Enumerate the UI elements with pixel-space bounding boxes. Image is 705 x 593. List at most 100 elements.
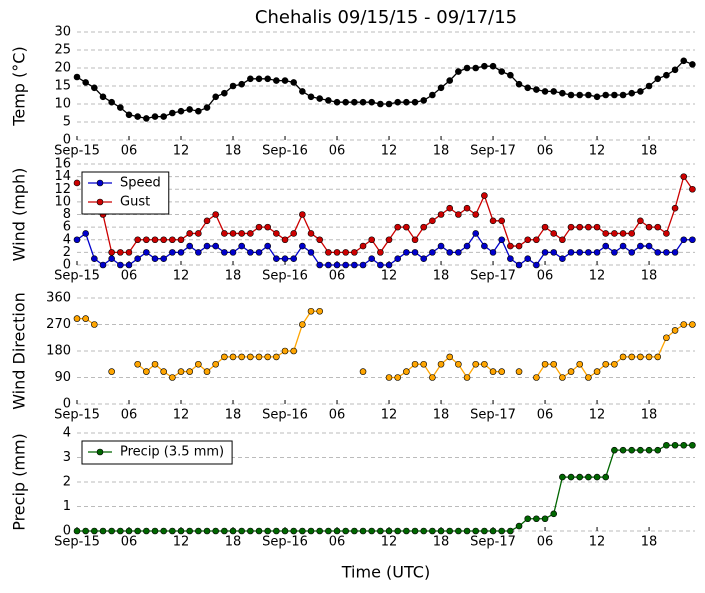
data-point — [541, 88, 549, 95]
data-point — [394, 98, 402, 106]
data-point — [108, 98, 115, 106]
data-point — [221, 527, 228, 535]
data-point — [576, 223, 584, 231]
x-tick-label: 12 — [589, 535, 606, 550]
x-tick-label: 18 — [641, 535, 658, 550]
data-point — [273, 230, 280, 237]
data-point — [151, 527, 159, 535]
data-point — [316, 527, 323, 535]
data-point — [273, 353, 280, 361]
data-point — [238, 527, 245, 535]
data-point — [359, 261, 367, 269]
data-point — [689, 321, 696, 328]
data-point — [689, 61, 696, 68]
data-point — [316, 307, 323, 315]
x-tick-label: 06 — [121, 269, 138, 284]
data-point — [385, 527, 393, 535]
data-point — [177, 527, 185, 535]
data-point — [108, 249, 115, 256]
data-point — [455, 527, 462, 535]
data-point — [212, 93, 219, 101]
data-point — [533, 261, 540, 269]
data-point — [593, 249, 601, 256]
x-tick-label: Sep-15 — [54, 408, 100, 423]
data-point — [186, 368, 193, 375]
data-point — [637, 88, 644, 95]
legend-label: Gust — [120, 195, 150, 210]
data-point — [342, 98, 349, 106]
data-point — [247, 75, 254, 83]
data-point — [463, 374, 471, 381]
data-point — [619, 91, 627, 99]
data-point — [264, 75, 271, 83]
data-point — [307, 249, 315, 256]
x-tick-label: Sep-17 — [470, 408, 516, 423]
data-point — [91, 255, 98, 262]
data-point — [541, 515, 549, 523]
data-point — [507, 242, 514, 250]
data-point — [290, 230, 297, 237]
data-point — [489, 368, 497, 375]
data-point — [82, 527, 89, 535]
data-point — [619, 230, 627, 237]
x-tick-label: Sep-16 — [262, 408, 308, 423]
data-point — [680, 57, 688, 65]
data-point — [186, 242, 193, 250]
y-tick-label: 4 — [63, 426, 71, 441]
data-point — [559, 473, 566, 481]
data-point — [524, 84, 532, 92]
data-point — [99, 527, 107, 535]
data-point — [238, 80, 245, 88]
data-point — [99, 93, 107, 101]
data-point — [273, 255, 280, 262]
data-point — [117, 104, 124, 111]
data-point — [203, 527, 211, 535]
data-point — [238, 230, 245, 237]
data-point — [567, 223, 575, 231]
data-point — [264, 242, 271, 250]
data-point — [203, 104, 211, 111]
data-point — [229, 527, 237, 535]
data-point — [507, 255, 514, 262]
x-tick-label: Sep-17 — [470, 269, 516, 284]
data-point — [645, 446, 653, 454]
data-point — [238, 242, 245, 250]
data-point — [160, 368, 167, 375]
data-point — [429, 527, 436, 535]
data-point — [541, 360, 549, 368]
y-tick-label: 1 — [63, 499, 71, 514]
data-point — [576, 360, 584, 368]
y-tick-label: 16 — [54, 157, 71, 172]
data-point — [333, 527, 341, 535]
data-point — [619, 446, 627, 454]
x-tick-label: Sep-16 — [262, 535, 308, 550]
data-point — [351, 527, 358, 535]
data-point — [420, 97, 428, 104]
x-tick-label: Sep-15 — [54, 535, 100, 550]
data-point — [559, 236, 566, 244]
data-point — [463, 527, 471, 535]
data-point — [212, 211, 219, 218]
y-axis-label: Precip (mm) — [10, 433, 29, 531]
data-point — [628, 353, 636, 361]
data-point — [567, 368, 575, 375]
x-tick-label: 18 — [641, 144, 658, 159]
data-point — [290, 255, 297, 262]
data-point — [403, 249, 410, 256]
data-point — [385, 261, 393, 269]
data-point — [411, 236, 419, 244]
data-point — [437, 360, 445, 368]
data-point — [169, 109, 176, 117]
data-point — [299, 88, 306, 95]
data-point — [663, 334, 670, 342]
data-point — [134, 113, 141, 120]
x-tick-label: 18 — [433, 408, 450, 423]
data-point — [637, 353, 644, 361]
data-point — [238, 353, 245, 361]
legend-label: Precip (3.5 mm) — [120, 445, 224, 460]
data-point — [567, 473, 575, 481]
data-point — [125, 261, 133, 269]
x-tick-label: 06 — [329, 535, 346, 550]
data-point — [489, 62, 497, 70]
